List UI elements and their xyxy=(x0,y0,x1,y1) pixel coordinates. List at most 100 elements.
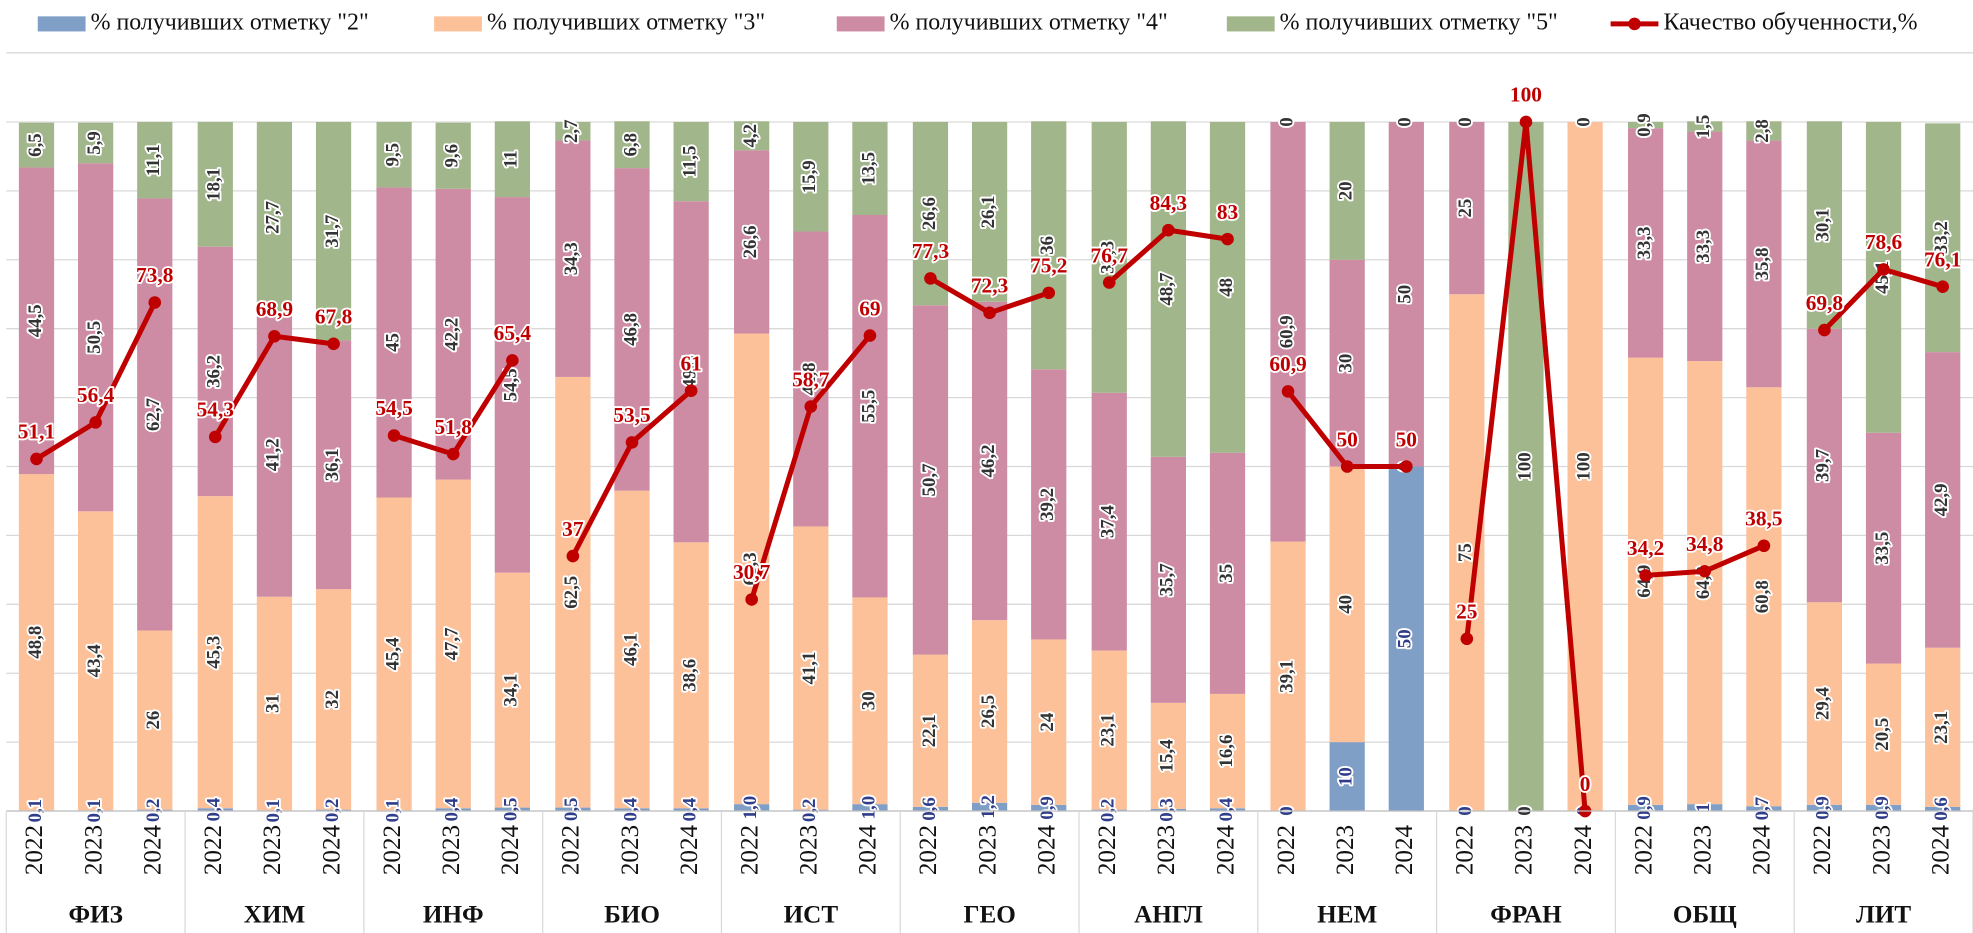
legend-swatch xyxy=(37,16,86,32)
data-label: 36 xyxy=(1037,236,1058,255)
group-label: БИО xyxy=(604,901,660,928)
bar-segment xyxy=(137,198,173,631)
data-label: 55,5 xyxy=(858,390,879,423)
quality-label: 68,9 xyxy=(256,297,293,321)
data-label: 0,5 xyxy=(501,798,522,822)
quality-label: 53,5 xyxy=(613,403,650,427)
bar-segment xyxy=(1925,806,1961,812)
data-label: 0,9 xyxy=(1872,796,1893,820)
bar-segment xyxy=(1865,663,1902,805)
group-label: ФРАН xyxy=(1490,901,1562,928)
quality-point xyxy=(89,416,102,429)
data-label: 49,5 xyxy=(679,355,700,388)
quality-point xyxy=(745,593,758,606)
quality-label: 56,4 xyxy=(77,383,115,407)
x-tick-label: 2022 xyxy=(1452,825,1479,875)
bar-segment xyxy=(78,511,114,811)
quality-label: 37 xyxy=(562,517,584,541)
quality-point xyxy=(1400,460,1413,473)
data-label: 48,8 xyxy=(25,626,46,659)
bar-segment xyxy=(673,121,709,202)
bar-segment xyxy=(852,804,888,812)
bar-segment xyxy=(734,804,770,812)
data-label: 33,5 xyxy=(1872,532,1893,565)
bar-segment xyxy=(197,121,233,247)
group-label: ФИЗ xyxy=(68,901,122,928)
legend-label: % получивших отметку "5" xyxy=(1280,9,1558,35)
bar-segment xyxy=(78,122,114,164)
x-tick-label: 2022 xyxy=(21,825,48,875)
data-label: 9,6 xyxy=(442,144,463,168)
data-label: 26 xyxy=(143,711,164,730)
bar-segment xyxy=(315,121,352,341)
bar-segment xyxy=(1031,639,1067,805)
data-label: 20,5 xyxy=(1872,718,1893,751)
quality-point xyxy=(625,436,639,449)
x-tick-label: 2022 xyxy=(1630,825,1657,875)
bar-segment xyxy=(1150,808,1186,812)
data-label: 46,8 xyxy=(620,313,641,346)
bar-segment xyxy=(852,214,888,598)
data-label: 0,9 xyxy=(1634,796,1655,820)
data-label: 75 xyxy=(1455,543,1476,562)
data-label: 50,7 xyxy=(919,463,940,496)
data-label: 39,2 xyxy=(1037,488,1058,521)
bar-segment xyxy=(1746,140,1782,388)
bar-segment xyxy=(1746,387,1782,807)
data-label: 44,5 xyxy=(25,304,46,337)
data-label: 50 xyxy=(1395,285,1416,304)
bar-segment xyxy=(18,122,55,168)
bar-segment xyxy=(1865,432,1902,664)
bar-segment xyxy=(673,808,709,812)
quality-label: 72,3 xyxy=(971,274,1008,298)
bar-segment xyxy=(1449,121,1485,295)
quality-label: 50 xyxy=(1336,427,1357,451)
data-label: 0,4 xyxy=(204,797,225,821)
bar-segment xyxy=(1388,121,1424,467)
x-tick-label: 2024 xyxy=(855,824,882,875)
bar-segment xyxy=(435,122,471,189)
bar-segment xyxy=(1329,121,1365,260)
bar-segment xyxy=(1865,121,1902,433)
bar-segment xyxy=(1329,259,1365,467)
quality-point xyxy=(387,429,401,442)
quality-label: 25 xyxy=(1456,600,1477,624)
bar-segment xyxy=(1150,121,1186,457)
bar-segment xyxy=(197,246,233,497)
data-label: 0,4 xyxy=(442,797,463,821)
legend-point xyxy=(1628,17,1641,31)
quality-label: 34,2 xyxy=(1627,536,1664,560)
data-label: 0 xyxy=(1276,117,1297,126)
quality-label: 69 xyxy=(859,296,880,320)
bar-segment xyxy=(1925,352,1961,648)
bar-segment xyxy=(614,121,650,169)
x-tick-label: 2023 xyxy=(438,825,465,875)
quality-label: 60,9 xyxy=(1269,352,1306,376)
x-tick-label: 2022 xyxy=(915,825,942,875)
bar-segment xyxy=(793,121,829,232)
quality-label: 69,8 xyxy=(1806,291,1843,315)
bar-segment xyxy=(1806,602,1843,805)
data-label: 26,1 xyxy=(978,195,999,228)
quality-point xyxy=(1460,632,1474,646)
legend-label: % получивших отметку "4" xyxy=(890,9,1168,35)
bar-segment xyxy=(1687,121,1723,132)
bar-segment xyxy=(1150,702,1186,809)
bar-segment xyxy=(1031,804,1067,812)
bar-segment xyxy=(1270,541,1306,812)
bar-segment xyxy=(1031,121,1067,370)
bar-segment xyxy=(18,474,55,811)
data-label: 11 xyxy=(501,150,522,168)
data-label: 10 xyxy=(1335,767,1356,786)
bar-segment xyxy=(435,479,471,809)
legend-swatch xyxy=(836,16,885,32)
quality-label: 34,8 xyxy=(1686,532,1723,556)
quality-point xyxy=(30,452,43,466)
data-label: 5,9 xyxy=(84,131,105,155)
group-label: ЛИТ xyxy=(1856,901,1911,928)
data-label: 4,2 xyxy=(740,124,761,148)
quality-point xyxy=(684,384,698,397)
data-label: 0,4 xyxy=(679,797,700,821)
quality-point xyxy=(148,296,162,309)
data-label: 0,6 xyxy=(919,797,940,821)
